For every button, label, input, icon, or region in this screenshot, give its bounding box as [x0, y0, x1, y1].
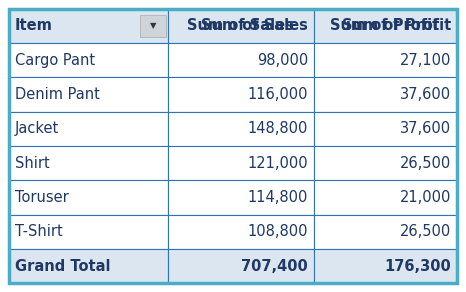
- Text: 21,000: 21,000: [400, 190, 451, 205]
- Bar: [9, 9, 168, 43]
- Bar: [314, 180, 457, 215]
- Bar: [168, 215, 314, 249]
- Text: 27,100: 27,100: [400, 53, 451, 68]
- Text: T-Shirt: T-Shirt: [15, 224, 62, 239]
- Bar: [9, 249, 168, 283]
- Text: Sum of Profit: Sum of Profit: [330, 18, 440, 33]
- Text: ▼: ▼: [150, 21, 156, 30]
- Bar: [168, 249, 314, 283]
- Text: 98,000: 98,000: [257, 53, 308, 68]
- Text: Sum of Sales: Sum of Sales: [201, 18, 308, 33]
- Text: Sum of Profit: Sum of Profit: [342, 18, 451, 33]
- Bar: [314, 249, 457, 283]
- Bar: [9, 43, 168, 77]
- Bar: [314, 215, 457, 249]
- Text: 108,800: 108,800: [247, 224, 308, 239]
- Bar: [314, 77, 457, 112]
- Text: Item: Item: [15, 18, 53, 33]
- Bar: [168, 112, 314, 146]
- Text: 707,400: 707,400: [241, 259, 308, 274]
- Text: Grand Total: Grand Total: [15, 259, 110, 274]
- Text: 26,500: 26,500: [400, 156, 451, 171]
- Text: Cargo Pant: Cargo Pant: [15, 53, 95, 68]
- Text: Sum of Sales: Sum of Sales: [187, 18, 294, 33]
- Text: 37,600: 37,600: [400, 121, 451, 136]
- Text: 176,300: 176,300: [384, 259, 451, 274]
- Text: 121,000: 121,000: [247, 156, 308, 171]
- Text: Shirt: Shirt: [15, 156, 49, 171]
- Text: Jacket: Jacket: [15, 121, 59, 136]
- Text: 114,800: 114,800: [248, 190, 308, 205]
- Bar: [314, 112, 457, 146]
- Bar: [168, 146, 314, 180]
- Bar: [314, 43, 457, 77]
- Bar: [314, 9, 457, 43]
- Text: Denim Pant: Denim Pant: [15, 87, 100, 102]
- Bar: [9, 77, 168, 112]
- Bar: [168, 9, 314, 43]
- Text: 116,000: 116,000: [247, 87, 308, 102]
- Bar: [168, 180, 314, 215]
- Text: Toruser: Toruser: [15, 190, 69, 205]
- Bar: [168, 43, 314, 77]
- Bar: [314, 146, 457, 180]
- Bar: [9, 146, 168, 180]
- Bar: [9, 215, 168, 249]
- Bar: [168, 77, 314, 112]
- Text: 26,500: 26,500: [400, 224, 451, 239]
- Text: 148,800: 148,800: [248, 121, 308, 136]
- Bar: [9, 112, 168, 146]
- Text: 37,600: 37,600: [400, 87, 451, 102]
- Bar: [9, 180, 168, 215]
- FancyBboxPatch shape: [140, 15, 166, 37]
